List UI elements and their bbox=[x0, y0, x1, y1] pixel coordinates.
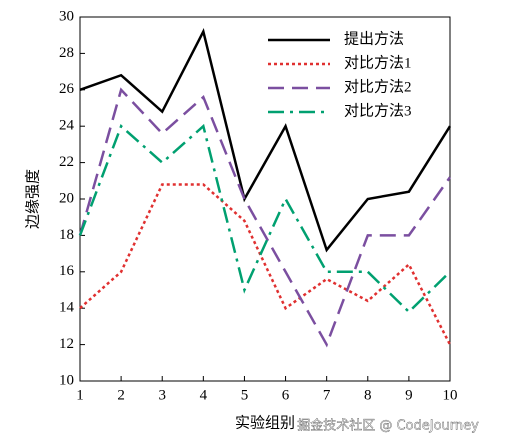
x-tick-label: 10 bbox=[443, 387, 458, 403]
y-tick-label: 12 bbox=[59, 336, 74, 352]
x-tick-label: 4 bbox=[200, 387, 208, 403]
y-tick-label: 14 bbox=[59, 300, 75, 316]
legend-label: 对比方法1 bbox=[344, 54, 412, 71]
plot-frame bbox=[79, 16, 451, 382]
y-axis-label: 边缘强度 bbox=[24, 169, 41, 229]
legend-label: 对比方法3 bbox=[344, 102, 412, 119]
y-tick-label: 28 bbox=[59, 45, 74, 61]
x-tick-label: 6 bbox=[282, 387, 290, 403]
legend-label: 提出方法 bbox=[344, 30, 404, 47]
series-line bbox=[78, 123, 451, 314]
x-tick-label: 9 bbox=[405, 387, 413, 403]
series-line bbox=[79, 183, 452, 346]
series-line bbox=[79, 28, 452, 253]
y-tick-label: 22 bbox=[59, 154, 74, 170]
y-tick-label: 20 bbox=[59, 190, 74, 206]
y-tick-label: 10 bbox=[59, 372, 74, 388]
watermark: 掘金技术社区 @ CodeJourney bbox=[297, 418, 479, 434]
y-tick-label: 26 bbox=[59, 81, 75, 97]
y-tick-label: 24 bbox=[59, 118, 75, 134]
y-tick-label: 30 bbox=[59, 8, 74, 24]
x-tick-label: 1 bbox=[76, 387, 84, 403]
series-line bbox=[78, 87, 452, 348]
x-tick-label: 7 bbox=[323, 387, 331, 403]
y-tick-label: 16 bbox=[59, 263, 75, 279]
y-tick-label: 18 bbox=[59, 227, 74, 243]
x-tick-label: 8 bbox=[364, 387, 372, 403]
x-tick-label: 3 bbox=[158, 387, 166, 403]
legend-label: 对比方法2 bbox=[344, 78, 412, 95]
x-tick-label: 2 bbox=[117, 387, 125, 403]
x-axis-label: 实验组别 bbox=[235, 414, 295, 431]
x-tick-label: 5 bbox=[241, 387, 249, 403]
